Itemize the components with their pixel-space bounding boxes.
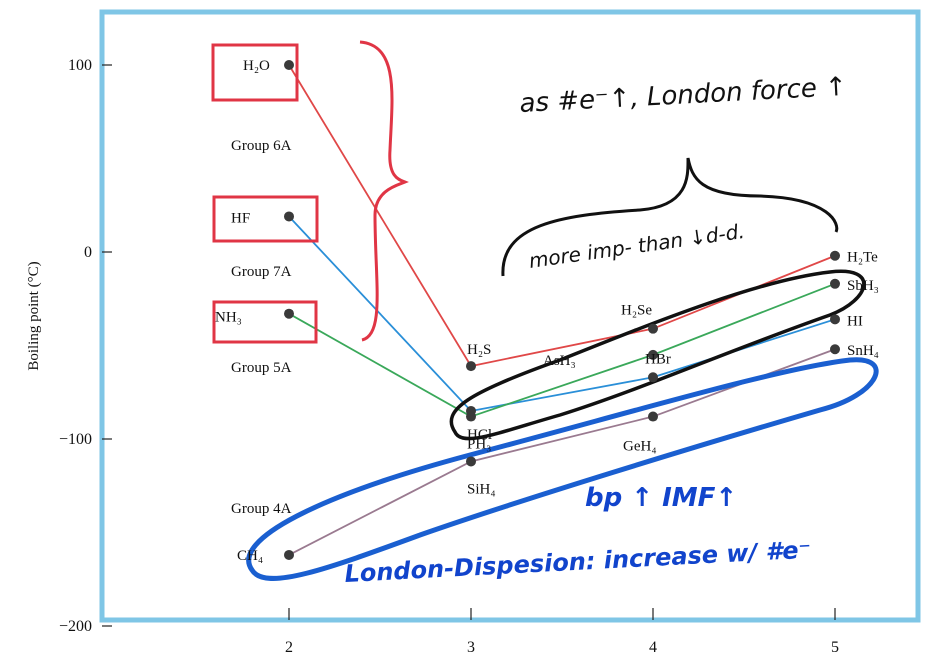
- data-point: [466, 361, 476, 372]
- point-label: GeH₄: [623, 439, 657, 455]
- hand-annotations: [211, 40, 879, 581]
- point-label: PH₃: [467, 437, 491, 453]
- point-label: SiH₄: [467, 481, 496, 497]
- data-point: [830, 344, 840, 355]
- blue-loop: [246, 357, 879, 581]
- x-tick-label: 2: [285, 639, 293, 656]
- data-point: [830, 250, 840, 261]
- plot-frame: [99, 9, 921, 623]
- red-brace: [359, 40, 409, 342]
- data-point: [648, 323, 658, 334]
- x-tick-label: 4: [649, 639, 657, 656]
- point-label: AsH₃: [543, 353, 576, 369]
- nh3-box: [212, 300, 318, 344]
- point-label: H₂Se: [621, 303, 652, 319]
- point-label: SbH₃: [847, 278, 879, 294]
- series-line: [288, 282, 836, 418]
- point-label: CH₄: [237, 548, 263, 564]
- series-name-label: Group 4A: [231, 501, 292, 517]
- data-point: [830, 278, 840, 289]
- point-label: H₂Te: [847, 250, 878, 266]
- point-label: HBr: [645, 351, 671, 367]
- black-brace: [501, 157, 839, 277]
- data-point: [466, 456, 476, 467]
- point-label: H₂S: [467, 342, 491, 358]
- data-point: [284, 60, 294, 70]
- data-point: [830, 314, 840, 325]
- y-tick-label: −200: [59, 618, 92, 635]
- y-tick-label: −100: [59, 431, 92, 448]
- series-labels: H₂O H₂S H₂Se H₂Te Group 6A HF HCl HBr HI Group 7A…: [215, 58, 879, 564]
- hf-box: [212, 195, 319, 243]
- annotation-bp-imf: bp ↑ IMF↑: [585, 483, 737, 513]
- point-label: SnH₄: [847, 343, 879, 359]
- data-point: [466, 411, 476, 422]
- series-points: [284, 60, 840, 560]
- series-name-label: Group 6A: [231, 138, 292, 154]
- data-point: [284, 308, 294, 319]
- point-label: HF: [231, 210, 250, 226]
- point-label: H₂O: [243, 58, 270, 74]
- axis-ticks: 100 0 −100 −200 2 3 4 5: [59, 57, 839, 656]
- data-point: [284, 549, 294, 560]
- data-point: [648, 411, 658, 422]
- data-point: [648, 349, 658, 360]
- point-label: HI: [847, 313, 863, 329]
- y-axis-label: Boiling point (°C): [26, 261, 42, 370]
- black-loop: [449, 269, 866, 441]
- series-name-label: Group 7A: [231, 264, 292, 280]
- data-point: [648, 372, 658, 383]
- point-label: NH₃: [215, 310, 242, 326]
- point-label: HCl: [467, 427, 492, 443]
- y-tick-label: 100: [68, 57, 92, 74]
- data-point: [284, 211, 294, 222]
- y-tick-label: 0: [84, 244, 92, 261]
- x-tick-label: 3: [467, 639, 475, 656]
- x-tick-label: 5: [831, 639, 839, 656]
- series-name-label: Group 5A: [231, 360, 292, 376]
- h2o-box: [211, 43, 299, 102]
